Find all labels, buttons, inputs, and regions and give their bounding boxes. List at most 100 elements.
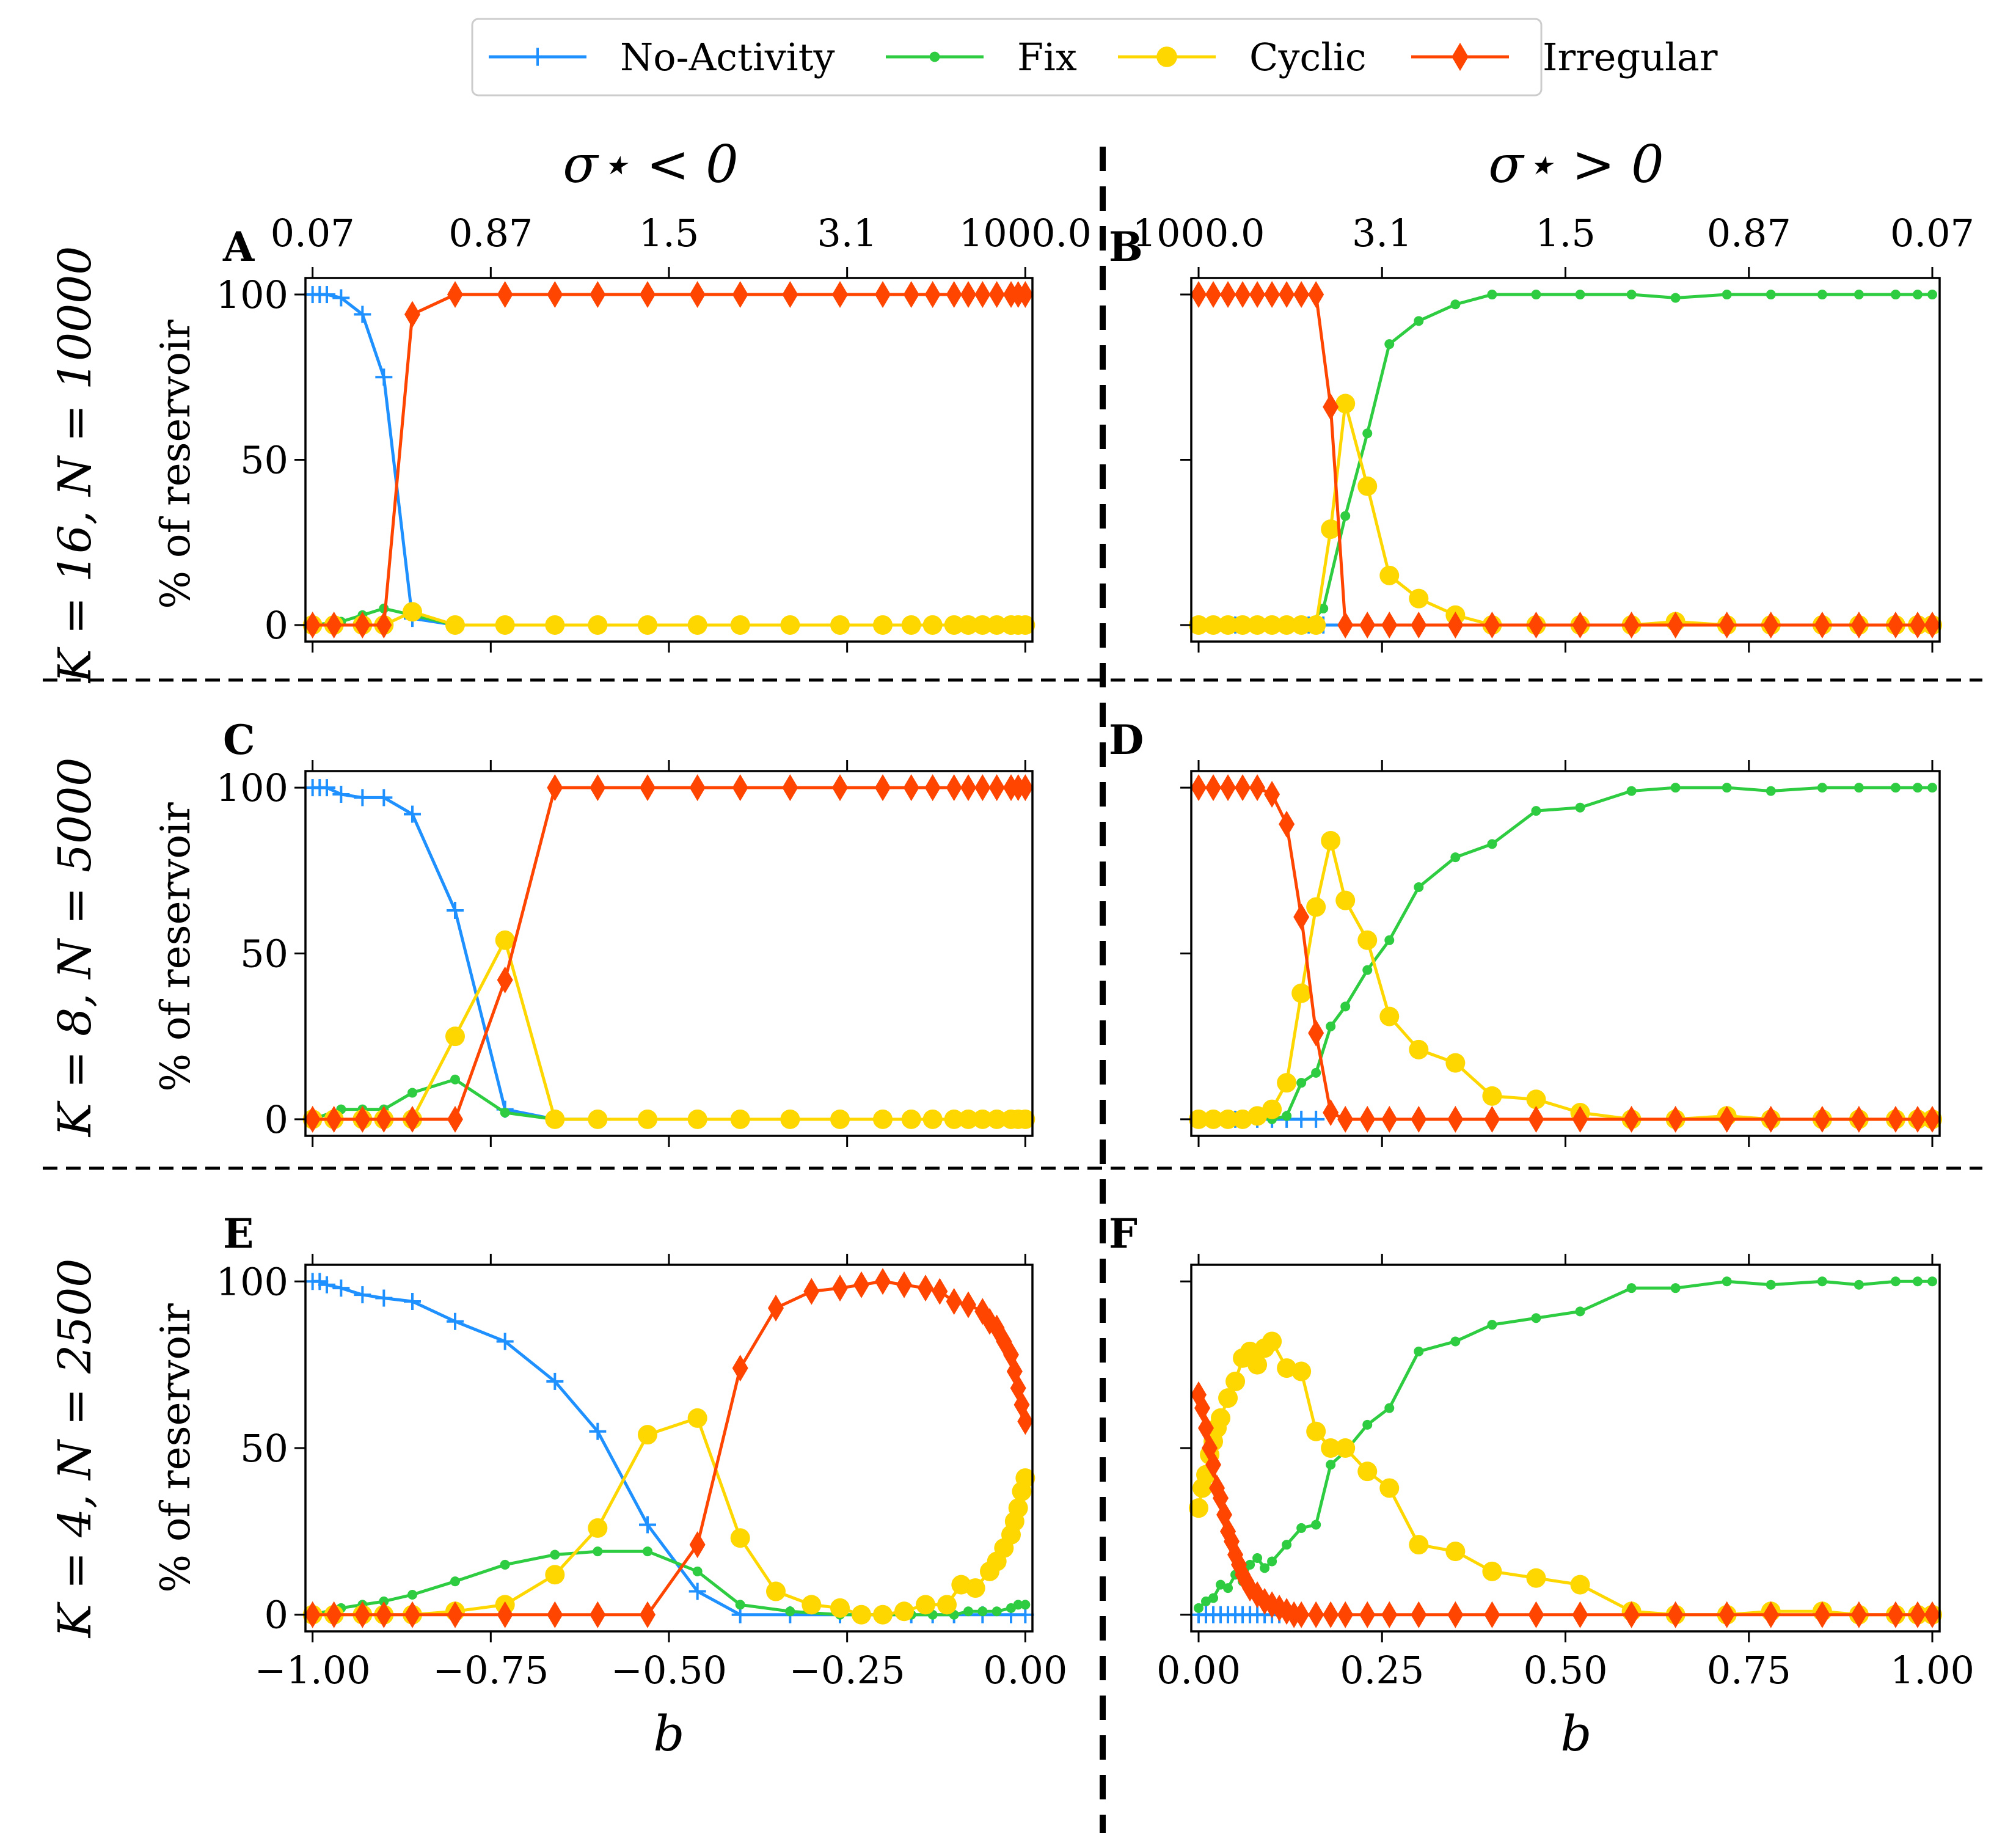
data-point bbox=[688, 1582, 706, 1600]
data-point bbox=[1927, 1276, 1937, 1287]
data-point bbox=[1291, 615, 1312, 635]
data-point bbox=[730, 615, 750, 635]
data-point bbox=[903, 774, 919, 802]
data-point bbox=[1340, 511, 1351, 521]
data-point bbox=[1293, 281, 1310, 309]
data-point bbox=[1623, 1105, 1640, 1133]
data-point bbox=[1482, 1086, 1502, 1106]
data-point bbox=[376, 611, 392, 638]
data-point bbox=[404, 805, 421, 823]
data-point bbox=[1308, 1019, 1324, 1047]
data-point bbox=[1359, 1105, 1376, 1133]
data-point bbox=[1531, 1313, 1541, 1323]
data-point bbox=[1447, 1105, 1464, 1133]
data-point bbox=[987, 615, 1007, 635]
series-line bbox=[1197, 1339, 1932, 1617]
data-point bbox=[1850, 611, 1867, 638]
data-point bbox=[1572, 611, 1588, 638]
x-tick-label: 0.00 bbox=[1156, 1648, 1241, 1692]
sigma-tick-label: 3.1 bbox=[1352, 211, 1412, 255]
x-tick-label: −0.25 bbox=[789, 1648, 905, 1692]
data-point bbox=[407, 1590, 417, 1600]
series-line bbox=[312, 938, 1026, 1121]
data-point bbox=[404, 301, 420, 328]
data-point bbox=[547, 1601, 563, 1628]
plot-frame bbox=[1190, 277, 1941, 643]
data-point bbox=[1411, 611, 1427, 638]
data-point bbox=[1296, 1078, 1307, 1088]
data-point bbox=[1306, 1421, 1326, 1441]
series-line bbox=[1199, 402, 1932, 627]
data-point bbox=[1379, 565, 1400, 585]
data-point bbox=[689, 281, 706, 309]
y-tick-label: 100 bbox=[216, 273, 288, 317]
data-point bbox=[974, 281, 991, 309]
row-label-1: K = 16, N = 10000 bbox=[49, 246, 101, 684]
data-point bbox=[375, 789, 393, 807]
legend-marker-cyclic bbox=[1156, 46, 1177, 67]
data-point bbox=[1411, 1105, 1427, 1133]
legend-entry-fix: Fix bbox=[886, 35, 1077, 79]
data-point bbox=[875, 774, 891, 802]
data-point bbox=[1323, 393, 1339, 420]
data-point bbox=[1526, 1568, 1546, 1588]
data-point bbox=[766, 1581, 786, 1601]
data-point bbox=[1384, 935, 1395, 945]
data-point bbox=[354, 306, 371, 323]
data-point bbox=[946, 281, 962, 309]
series-line bbox=[312, 293, 1026, 627]
data-point bbox=[1017, 774, 1034, 802]
data-point bbox=[550, 1549, 560, 1560]
y-tick-label: 0 bbox=[265, 1097, 288, 1142]
data-point bbox=[1722, 290, 1732, 300]
legend-label: Irregular bbox=[1543, 35, 1718, 79]
data-point bbox=[1927, 290, 1937, 300]
data-point bbox=[640, 774, 656, 802]
data-point bbox=[1570, 1575, 1590, 1595]
data-point bbox=[732, 281, 748, 309]
data-point bbox=[1762, 611, 1779, 638]
data-point bbox=[830, 1109, 850, 1129]
data-point bbox=[903, 281, 919, 309]
series-line bbox=[312, 786, 1026, 1121]
series-line bbox=[312, 293, 456, 627]
data-point bbox=[447, 1601, 463, 1628]
data-point bbox=[1233, 615, 1253, 635]
data-point bbox=[1445, 1542, 1466, 1562]
data-point bbox=[1850, 1105, 1867, 1133]
series-no-activity bbox=[1190, 1606, 1288, 1623]
data-point bbox=[1484, 1105, 1500, 1133]
panel-d: D bbox=[1109, 716, 1942, 1147]
data-point bbox=[687, 615, 707, 635]
data-point bbox=[1249, 774, 1266, 802]
data-point bbox=[960, 281, 976, 309]
panel-f: F 0.00 0.25 0.50 0.75 1.00 bbox=[1109, 1210, 1974, 1692]
data-point bbox=[1411, 1601, 1427, 1628]
data-point bbox=[495, 930, 515, 950]
data-point bbox=[1909, 611, 1926, 638]
data-point bbox=[403, 602, 422, 622]
series-line bbox=[312, 1279, 1026, 1617]
data-point bbox=[1203, 615, 1224, 635]
data-point bbox=[375, 368, 393, 386]
sigma-tick-label: 0.87 bbox=[1707, 211, 1791, 255]
legend-entries: No-Activity Fix Cyclic Irregular bbox=[489, 35, 1718, 79]
data-point bbox=[589, 1422, 607, 1440]
data-point bbox=[354, 1601, 371, 1628]
series-line bbox=[312, 786, 598, 1121]
data-point bbox=[873, 615, 893, 635]
series-irregular bbox=[1191, 774, 1940, 1133]
data-point bbox=[447, 1105, 463, 1133]
data-point bbox=[1205, 281, 1222, 309]
legend-box bbox=[471, 18, 1543, 97]
panel-letter: E bbox=[223, 1210, 254, 1257]
data-point bbox=[326, 611, 342, 638]
data-point bbox=[1235, 281, 1251, 309]
series-cyclic bbox=[302, 602, 1035, 635]
data-point bbox=[318, 1276, 335, 1293]
data-point bbox=[640, 281, 656, 309]
data-point bbox=[1909, 1105, 1926, 1133]
legend-marker-no-activity bbox=[528, 48, 547, 66]
